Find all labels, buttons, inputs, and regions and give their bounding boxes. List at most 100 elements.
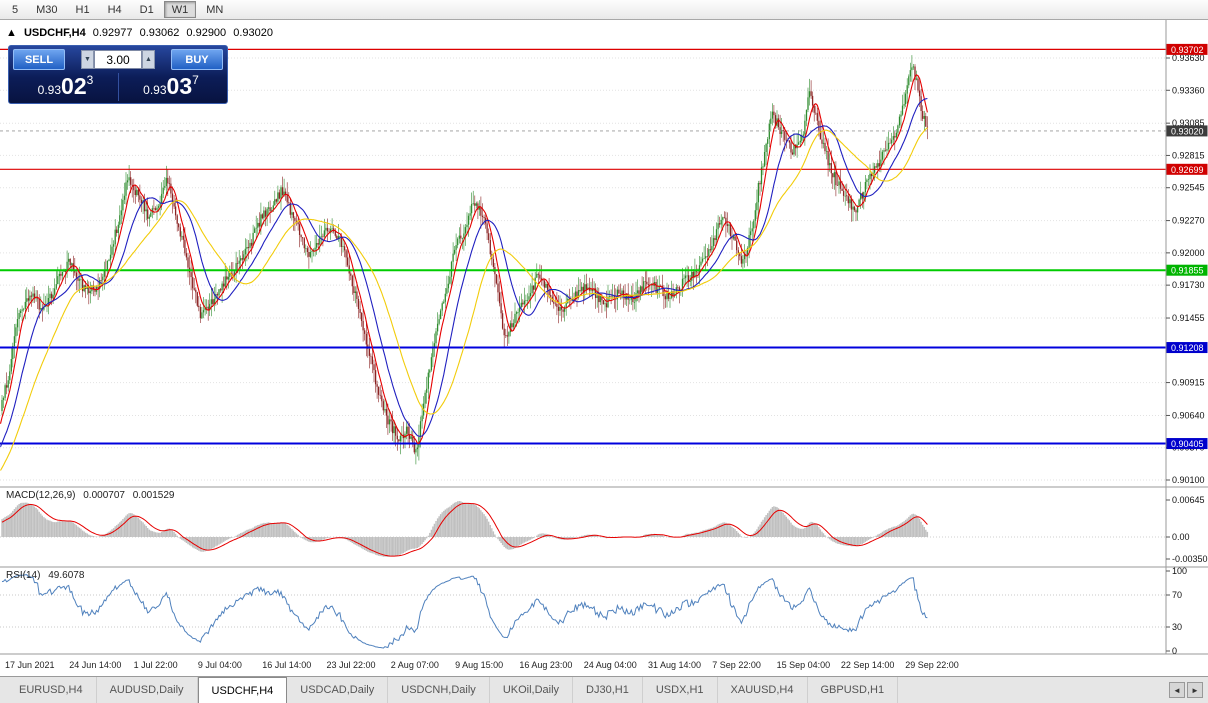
price-tag-label: 0.93020: [1171, 126, 1204, 136]
macd-indicator-label: MACD(12,26,9) 0.000707 0.001529: [6, 490, 179, 501]
volume-stepper: ▼ ▲: [71, 50, 165, 69]
chart-tab-usdx-h1[interactable]: USDX,H1: [643, 677, 718, 703]
ohlc-low: 0.92900: [186, 27, 227, 39]
time-tick-label: 31 Aug 14:00: [648, 660, 701, 670]
ohlc-high: 0.93062: [139, 27, 180, 39]
chart-tab-usdchf-h4[interactable]: USDCHF,H4: [197, 677, 288, 703]
sell-price-big-digits: 02: [61, 73, 87, 99]
chart-tab-ukoil-daily[interactable]: UKOil,Daily: [490, 677, 574, 703]
horizontal-level-lines: [0, 48, 1166, 445]
chart-tab-xauusd-h4[interactable]: XAUUSD,H4: [718, 677, 808, 703]
macd-scale[interactable]: 0.00645 0.00 -0.00350: [1166, 495, 1208, 564]
volume-increase-button[interactable]: ▲: [142, 50, 155, 69]
buy-price-display: 0.93037: [118, 73, 223, 101]
buy-price-big-digits: 03: [166, 73, 193, 99]
chart-canvas[interactable]: 0.93630 0.93360 0.93085 0.92815 0.92545 0.922…: [0, 20, 1208, 676]
volume-input[interactable]: [94, 50, 142, 69]
tab-scrollers: ◄ ►: [1169, 677, 1208, 703]
volume-decrease-button[interactable]: ▼: [81, 50, 94, 69]
macd-pane: [0, 501, 1166, 557]
ma-slow-line: [0, 127, 928, 471]
time-tick-label: 1 Jul 22:00: [134, 660, 178, 670]
rsi-indicator-label: RSI(14) 49.6078: [6, 570, 89, 581]
time-tick-label: 22 Sep 14:00: [841, 660, 895, 670]
tab-scroll-right-icon[interactable]: ►: [1187, 682, 1203, 698]
time-tick-label: 9 Jul 04:00: [198, 660, 242, 670]
chart-tab-eurusd-h4[interactable]: EURUSD,H4: [6, 677, 97, 703]
price-tag: [1166, 43, 1208, 55]
one-click-trading-panel: SELL ▼ ▲ BUY 0.93023 0.93037: [8, 45, 228, 104]
time-tick-label: 7 Sep 22:00: [712, 660, 761, 670]
time-tick-label: 2 Aug 07:00: [391, 660, 439, 670]
sell-button[interactable]: SELL: [13, 49, 65, 70]
price-tick-label: 0.93085: [1172, 118, 1205, 128]
price-tag: [1166, 342, 1208, 354]
price-tick-label: 0.93360: [1172, 85, 1205, 95]
chart-tab-bar: EURUSD,H4 AUDUSD,Daily USDCHF,H4 USDCAD,Dai…: [0, 676, 1208, 703]
bull-candle-bodies: [1, 66, 925, 453]
timeframe-w1[interactable]: W1: [163, 1, 197, 18]
time-tick-label: 16 Aug 23:00: [519, 660, 572, 670]
timeframe-5[interactable]: 5: [12, 4, 19, 16]
time-tick-label: 24 Aug 04:00: [584, 660, 637, 670]
price-tick-label: 0.90915: [1172, 378, 1205, 388]
price-tick-label: 0.92815: [1172, 150, 1205, 160]
time-tick-label: 9 Aug 15:00: [455, 660, 503, 670]
chart-tab-usdcad-daily[interactable]: USDCAD,Daily: [287, 677, 389, 703]
price-tag: [1166, 163, 1208, 175]
time-tick-label: 16 Jul 14:00: [262, 660, 311, 670]
sell-price-display: 0.93023: [13, 73, 118, 101]
price-tick-label: 0.91730: [1172, 280, 1205, 290]
time-tick-label: 17 Jun 2021: [5, 660, 55, 670]
rsi-value: 49.6078: [48, 570, 85, 581]
sell-price-prefix: 0.93: [37, 83, 62, 97]
price-tick-label: 0.91455: [1172, 313, 1205, 323]
macd-tick-label: -0.00350: [1172, 554, 1208, 564]
timeframe-mn[interactable]: MN: [206, 4, 224, 16]
chart-area: 0.93630 0.93360 0.93085 0.92815 0.92545 0.922…: [0, 20, 1208, 676]
price-tag-label: 0.92699: [1171, 165, 1204, 175]
ohlc-open: 0.92977: [92, 27, 133, 39]
price-tag-label: 0.91208: [1171, 343, 1204, 353]
ma-medium-line: [0, 97, 928, 448]
buy-price-pipette: 7: [192, 73, 199, 87]
timeframe-d1[interactable]: D1: [139, 4, 154, 16]
macd-name: MACD(12,26,9): [6, 490, 76, 501]
price-tag: [1166, 264, 1208, 276]
bear-candle-wicks: [6, 64, 928, 455]
timeframe-h1[interactable]: H1: [75, 4, 90, 16]
timeframe-h4[interactable]: H4: [107, 4, 122, 16]
rsi-tick-label: 70: [1172, 590, 1182, 600]
moving-averages: [0, 74, 928, 471]
chart-tab-audusd-daily[interactable]: AUDUSD,Daily: [97, 677, 198, 703]
rsi-name: RSI(14): [6, 570, 41, 581]
price-tag-label: 0.91855: [1171, 266, 1204, 276]
buy-button[interactable]: BUY: [171, 49, 223, 70]
rsi-pane: [0, 574, 1166, 649]
price-tick-label: 0.90100: [1172, 475, 1205, 485]
time-axis[interactable]: 17 Jun 2021 24 Jun 14:00 1 Jul 22:00 9 Jul …: [5, 660, 959, 670]
collapse-indicators-icon[interactable]: ▲: [6, 27, 17, 39]
price-gridlines: [0, 57, 1166, 481]
tab-scroll-left-icon[interactable]: ◄: [1169, 682, 1185, 698]
macd-histogram: [1, 501, 929, 557]
sell-price-pipette: 3: [86, 73, 94, 87]
bear-candle-bodies: [6, 66, 929, 453]
time-tick-label: 15 Sep 04:00: [777, 660, 831, 670]
chart-tabs: EURUSD,H4 AUDUSD,Daily USDCHF,H4 USDCAD,Dai…: [0, 677, 899, 703]
chart-tab-dj30-h1[interactable]: DJ30,H1: [573, 677, 643, 703]
chart-ohlc-header: ▲ USDCHF,H4 0.92977 0.93062 0.92900 0.93…: [6, 27, 277, 39]
macd-tick-label: 0.00645: [1172, 495, 1205, 505]
ohlc-close: 0.93020: [233, 27, 273, 39]
price-tick-label: 0.92000: [1172, 248, 1205, 258]
timeframe-toolbar: 5 M30 H1 H4 D1 W1 MN: [0, 0, 1208, 20]
time-tick-label: 23 Jul 22:00: [327, 660, 376, 670]
chart-tab-usdcnh-daily[interactable]: USDCNH,Daily: [388, 677, 490, 703]
rsi-scale[interactable]: 100 70 30 0: [1166, 566, 1187, 656]
macd-main-value: 0.000707: [83, 490, 125, 501]
price-scale[interactable]: 0.93630 0.93360 0.93085 0.92815 0.92545 0.922…: [1166, 43, 1208, 485]
timeframe-m30[interactable]: M30: [36, 4, 58, 16]
price-tag: [1166, 125, 1208, 137]
chart-tab-gbpusd-h1[interactable]: GBPUSD,H1: [808, 677, 899, 703]
rsi-tick-label: 0: [1172, 646, 1177, 656]
